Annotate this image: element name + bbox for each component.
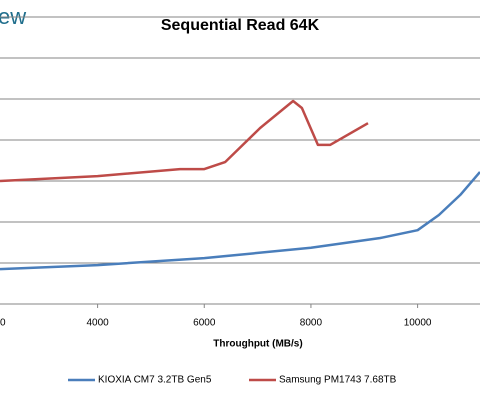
chart-title: Sequential Read 64K — [161, 17, 320, 34]
x-tick-label: 6000 — [193, 318, 216, 329]
x-tick-label: 0 — [0, 318, 6, 329]
series-line — [0, 99, 369, 183]
series-line — [0, 171, 480, 271]
legend-label: KIOXIA CM7 3.2TB Gen5 — [98, 375, 212, 386]
x-axis-label: Throughput (MB/s) — [213, 339, 302, 350]
x-tick-label: 4000 — [86, 318, 109, 329]
logo: ew — [0, 4, 26, 29]
x-tick-label: 10000 — [404, 318, 432, 329]
x-tick-label: 8000 — [300, 318, 323, 329]
legend-label: Samsung PM1743 7.68TB — [279, 375, 397, 386]
